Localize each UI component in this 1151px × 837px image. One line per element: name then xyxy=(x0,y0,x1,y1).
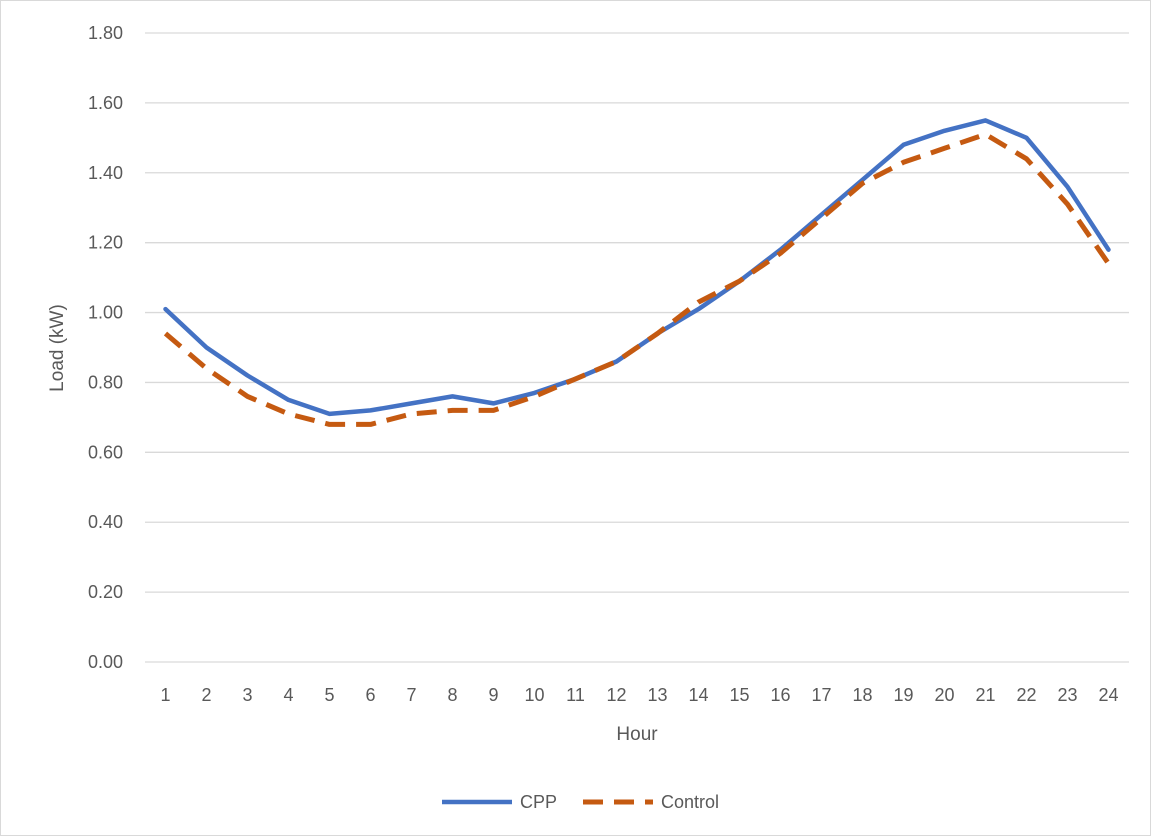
x-tick-label: 19 xyxy=(893,685,913,705)
x-tick-label: 13 xyxy=(647,685,667,705)
y-axis-title: Load (kW) xyxy=(47,304,68,392)
x-tick-label: 10 xyxy=(524,685,544,705)
y-tick-label: 0.80 xyxy=(88,372,123,392)
x-tick-label: 5 xyxy=(324,685,334,705)
x-tick-label: 11 xyxy=(566,685,585,705)
x-tick-label: 23 xyxy=(1057,685,1077,705)
y-tick-label: 0.60 xyxy=(88,442,123,462)
x-tick-label: 24 xyxy=(1098,685,1118,705)
x-tick-label: 22 xyxy=(1016,685,1036,705)
x-tick-label: 14 xyxy=(688,685,708,705)
legend-label-cpp: CPP xyxy=(520,792,557,812)
series-lines xyxy=(163,118,1111,427)
legend-label-control: Control xyxy=(661,792,719,812)
y-tick-label: 1.80 xyxy=(88,23,123,43)
x-tick-label: 16 xyxy=(770,685,790,705)
x-tick-label: 18 xyxy=(852,685,872,705)
x-tick-label: 17 xyxy=(811,685,831,705)
gridlines xyxy=(145,32,1129,663)
y-tick-label: 1.40 xyxy=(88,163,123,183)
x-tick-label: 6 xyxy=(365,685,375,705)
y-tick-label: 0.20 xyxy=(88,582,123,602)
x-tick-label: 21 xyxy=(975,685,995,705)
legend: CPP Control xyxy=(442,792,719,812)
series-line-cpp xyxy=(163,118,1111,417)
x-tick-label: 15 xyxy=(729,685,749,705)
y-tick-label: 1.20 xyxy=(88,233,123,253)
y-tick-label: 1.00 xyxy=(88,303,123,323)
x-tick-label: 1 xyxy=(160,685,170,705)
y-tick-label: 1.60 xyxy=(88,93,123,113)
y-tick-label: 0.40 xyxy=(88,512,123,532)
x-tick-label: 7 xyxy=(406,685,416,705)
x-tick-label: 9 xyxy=(488,685,498,705)
x-tick-label: 2 xyxy=(201,685,211,705)
y-tick-label: 0.00 xyxy=(88,652,123,672)
x-tick-label: 3 xyxy=(242,685,252,705)
series-line-control xyxy=(163,131,1111,427)
x-axis-title: Hour xyxy=(616,724,658,745)
x-axis-ticks: 1 2 3 4 5 6 7 8 9 10 11 12 13 14 15 16 17 18 19 20 21 22 23 24 xyxy=(160,685,1118,705)
x-tick-label: 4 xyxy=(283,685,293,705)
x-tick-label: 12 xyxy=(606,685,626,705)
x-tick-label: 20 xyxy=(934,685,954,705)
x-tick-label: 8 xyxy=(447,685,457,705)
y-axis-ticks: 0.00 0.20 0.40 0.60 0.80 1.00 1.20 1.40 1.60 1.80 xyxy=(88,23,123,672)
